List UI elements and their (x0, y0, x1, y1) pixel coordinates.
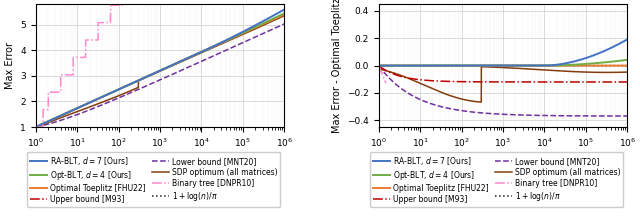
Y-axis label: Max Error: Max Error (4, 42, 15, 89)
Legend: RA-BLT, $d = 7$ [Ours], Opt-BLT, $d = 4$ [Ours], Optimal Toeplitz [FHU22], Upper: RA-BLT, $d = 7$ [Ours], Opt-BLT, $d = 4$… (28, 152, 280, 207)
X-axis label: steps $n$: steps $n$ (484, 155, 522, 169)
X-axis label: steps $n$: steps $n$ (141, 155, 179, 169)
Y-axis label: Max Error - Optimal Toeplitz: Max Error - Optimal Toeplitz (332, 0, 342, 133)
Legend: RA-BLT, $d = 7$ [Ours], Opt-BLT, $d = 4$ [Ours], Optimal Toeplitz [FHU22], Upper: RA-BLT, $d = 7$ [Ours], Opt-BLT, $d = 4$… (370, 152, 623, 207)
